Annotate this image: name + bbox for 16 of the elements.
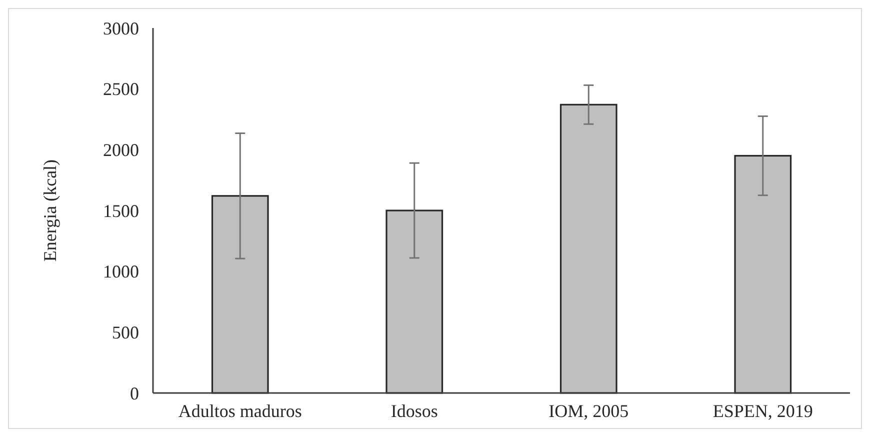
y-tick-label: 0: [130, 383, 139, 404]
x-tick-label: Adultos maduros: [178, 401, 302, 421]
y-axis-title: Energia (kcal): [40, 159, 60, 262]
x-tick-label: IOM, 2005: [548, 401, 629, 421]
y-tick-label: 2500: [103, 79, 139, 100]
y-tick-label: 3000: [103, 18, 139, 38]
x-tick-label: ESPEN, 2019: [712, 401, 813, 421]
y-tick-label: 1500: [103, 200, 139, 221]
bar: [560, 104, 618, 394]
y-tick-label: 2000: [103, 140, 139, 160]
y-tick-label: 1000: [103, 262, 139, 282]
bar: [211, 195, 269, 394]
bar: [386, 210, 444, 394]
y-tick-label: 500: [112, 322, 139, 342]
x-tick-label: Idosos: [390, 401, 438, 421]
bar: [734, 154, 792, 394]
